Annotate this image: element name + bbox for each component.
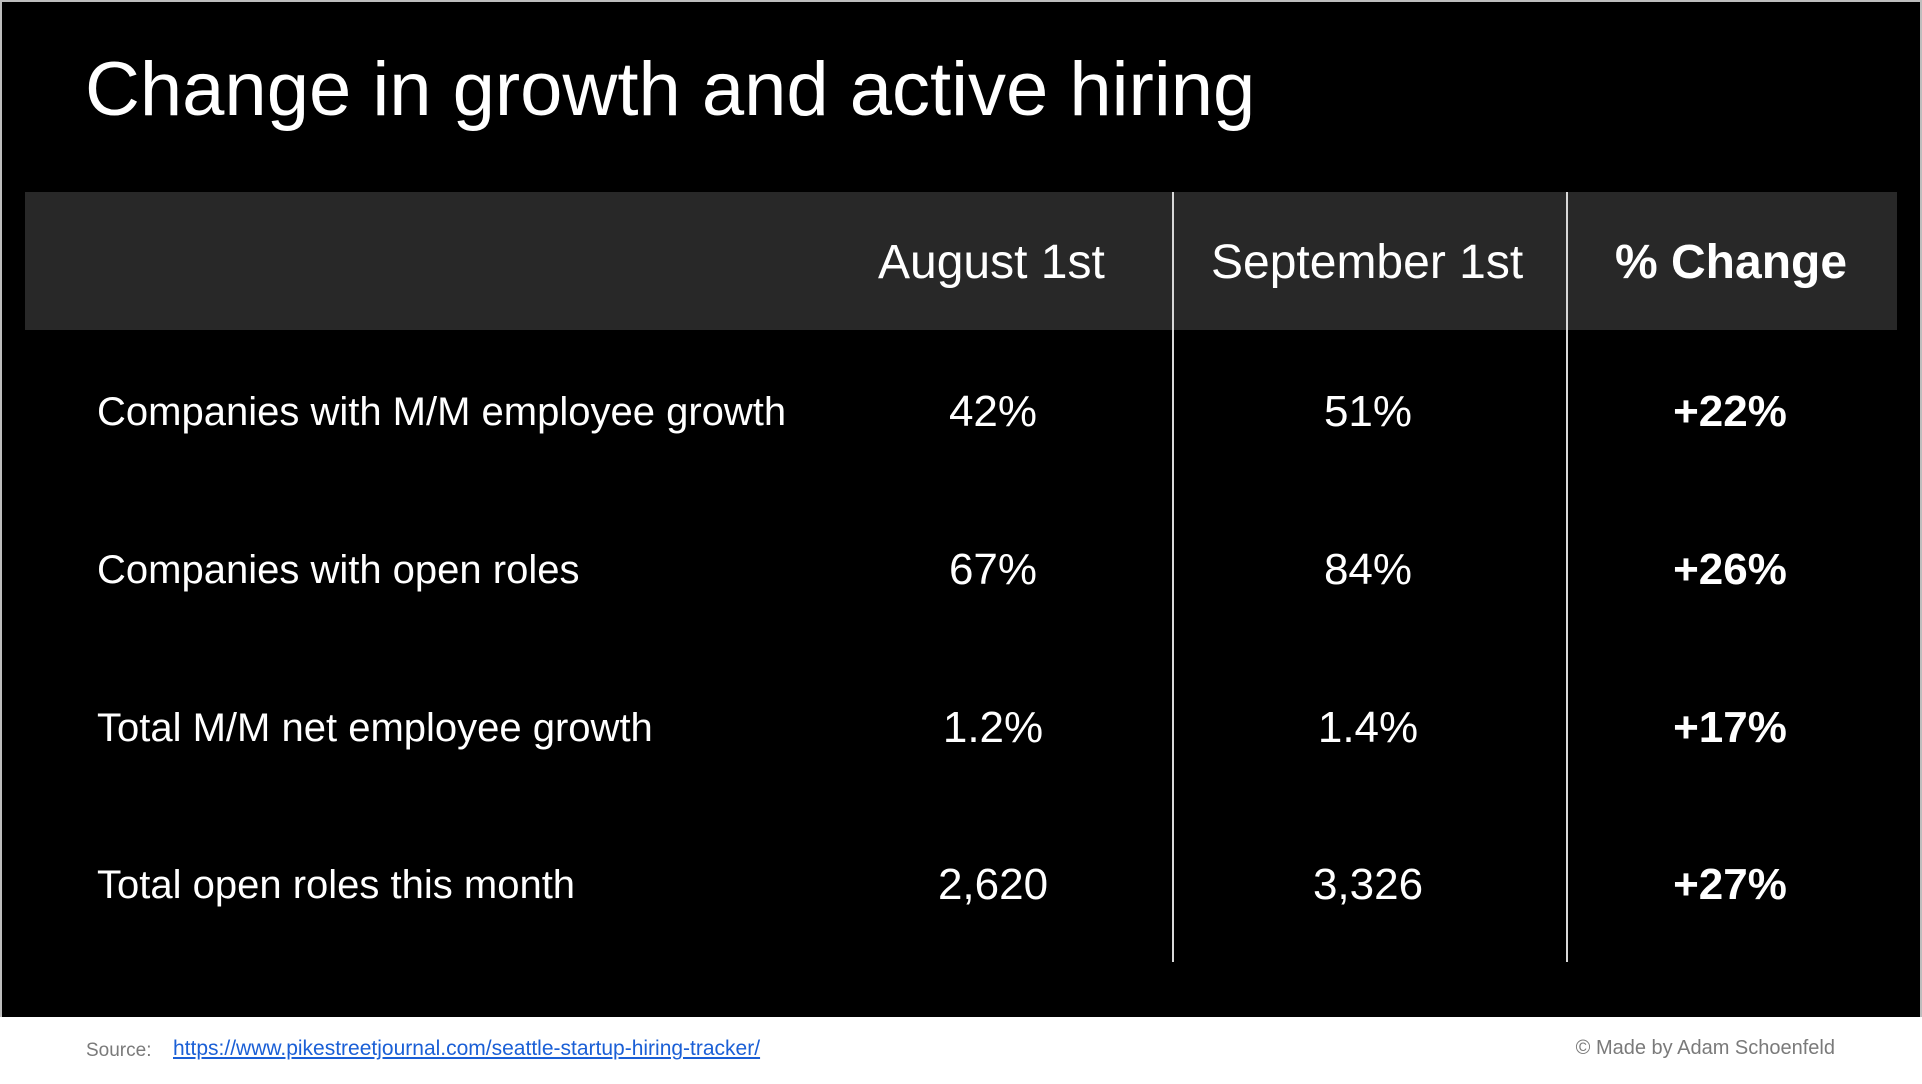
column-divider <box>1566 192 1568 962</box>
row-label: Total M/M net employee growth <box>97 706 653 750</box>
cell-september: 51% <box>1323 387 1413 436</box>
cell-change: +27% <box>1673 860 1787 909</box>
header-september: September 1st <box>1211 236 1524 289</box>
cell-august: 67% <box>948 545 1038 594</box>
cell-august: 42% <box>948 387 1038 436</box>
header-percent-change: % Change <box>1615 236 1848 289</box>
cell-change: +17% <box>1673 703 1787 752</box>
row-label: Companies with open roles <box>97 548 580 592</box>
credit-text: © Made by Adam Schoenfeld <box>1575 1037 1835 1059</box>
cell-change: +26% <box>1673 545 1787 594</box>
slide-title: Change in growth and active hiring <box>85 47 1256 132</box>
row-label: Companies with M/M employee growth <box>97 390 787 434</box>
slide-panel <box>0 0 1922 1017</box>
source-label: Source: <box>86 1040 152 1061</box>
cell-august: 1.2% <box>942 703 1044 752</box>
cell-september: 3,326 <box>1312 860 1424 909</box>
cell-change: +22% <box>1673 387 1787 436</box>
header-august: August 1st <box>878 236 1105 289</box>
table-header-row <box>25 192 1897 330</box>
column-divider <box>1172 192 1174 962</box>
cell-september: 1.4% <box>1317 703 1419 752</box>
row-label: Total open roles this month <box>97 863 576 907</box>
cell-september: 84% <box>1323 545 1413 594</box>
cell-august: 2,620 <box>937 860 1049 909</box>
source-link[interactable]: https://www.pikestreetjournal.com/seattl… <box>173 1037 761 1060</box>
